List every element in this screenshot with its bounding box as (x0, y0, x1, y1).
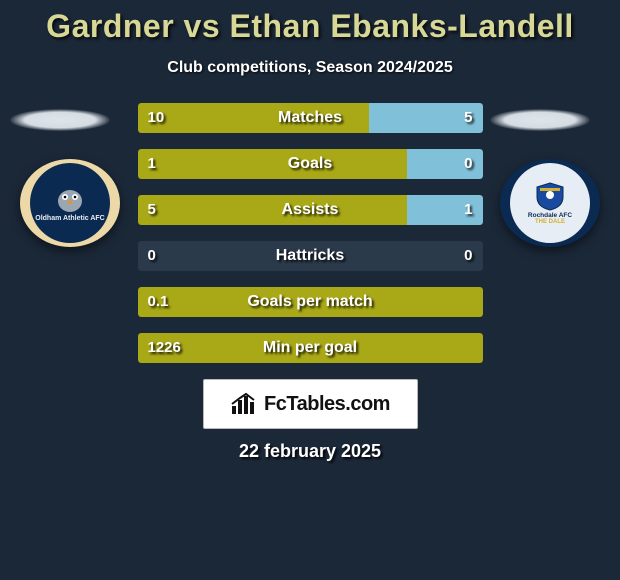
stat-label: Assists (138, 195, 483, 225)
stat-label: Hattricks (138, 241, 483, 271)
stat-value-right: 1 (464, 195, 472, 225)
left-player-shadow (10, 109, 110, 131)
stat-value-left: 1226 (148, 333, 181, 363)
owl-icon (51, 185, 89, 213)
stat-value-left: 0 (148, 241, 156, 271)
stat-row: Goals per match0.1 (138, 287, 483, 317)
stat-value-right: 0 (464, 241, 472, 271)
right-team-crest-inner: Rochdale AFC THE DALE (510, 163, 590, 243)
comparison-area: Oldham Athletic AFC Rochdale AFC THE DAL… (0, 103, 620, 462)
date-label: 22 february 2025 (0, 441, 620, 462)
right-team-tagline: THE DALE (535, 219, 565, 225)
bar-chart-icon (230, 392, 258, 416)
stat-label: Matches (138, 103, 483, 133)
stat-value-left: 0.1 (148, 287, 169, 317)
brand-badge[interactable]: FcTables.com (203, 379, 418, 429)
stat-bars: Matches105Goals10Assists51Hattricks00Goa… (138, 103, 483, 363)
stat-label: Min per goal (138, 333, 483, 363)
page-title: Gardner vs Ethan Ebanks-Landell (0, 0, 620, 45)
subtitle: Club competitions, Season 2024/2025 (0, 59, 620, 77)
left-team-name: Oldham Athletic AFC (35, 215, 104, 222)
right-team-name: Rochdale AFC (528, 212, 572, 219)
stat-row: Hattricks0 0 (138, 241, 483, 271)
stat-value-left: 1 (148, 149, 156, 179)
stat-label: Goals per match (138, 287, 483, 317)
stat-value-right: 5 (464, 103, 472, 133)
stat-value-left: 10 (148, 103, 165, 133)
right-team-crest: Rochdale AFC THE DALE (500, 159, 600, 247)
brand-text: FcTables.com (264, 393, 390, 416)
stat-row: Matches10 5 (138, 103, 483, 133)
stat-value-left: 5 (148, 195, 156, 225)
stat-value-right: 0 (464, 149, 472, 179)
left-team-crest: Oldham Athletic AFC (20, 159, 120, 247)
stat-row: Goals1 0 (138, 149, 483, 179)
stat-row: Assists5 1 (138, 195, 483, 225)
stat-row: Min per goal1226 (138, 333, 483, 363)
stat-label: Goals (138, 149, 483, 179)
right-player-shadow (490, 109, 590, 131)
shield-icon (533, 181, 567, 211)
left-team-crest-inner: Oldham Athletic AFC (30, 163, 110, 243)
